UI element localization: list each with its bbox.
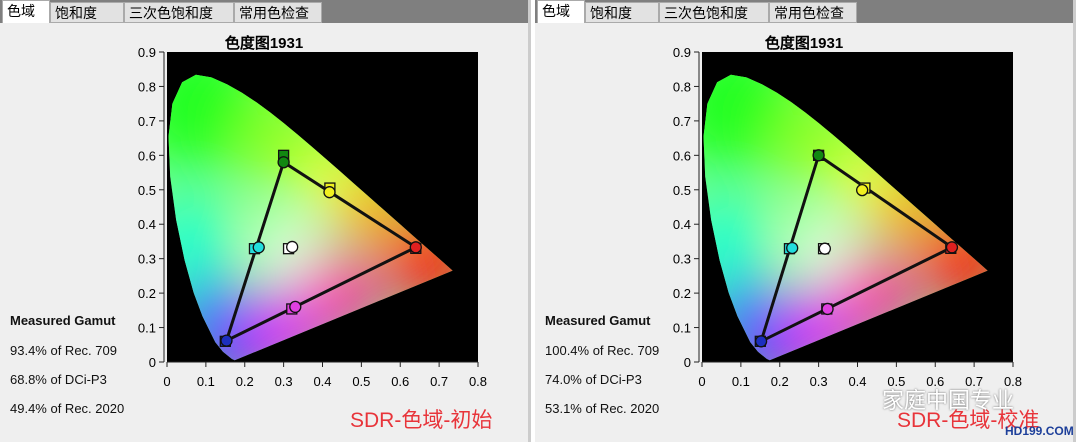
measured-blue-marker [754,335,768,348]
y-tick-label: 0.7 [138,114,156,129]
x-tick-label: 0.5 [352,374,370,389]
y-tick-label: 0.1 [673,321,691,336]
y-tick-label: 0.8 [673,79,691,94]
tab-0[interactable]: 色域 [2,0,50,23]
gamut-line: 93.4% of Rec. 709 [10,343,117,358]
x-tick-label: 0.8 [1004,374,1022,389]
measured-white-marker [818,242,831,255]
y-tick-label: 0.2 [673,286,691,301]
chart-title: 色度图1931 [764,35,844,52]
x-tick-label: 0.4 [848,374,866,389]
x-tick-label: 0.4 [313,374,331,389]
y-tick-label: 0 [149,355,156,370]
tab-2[interactable]: 三次色饱和度 [659,2,769,23]
chromaticity-chart: 0 0.1 0.2 0.3 0.4 0.5 0.6 0.7 0.8 0 0.1 0.2 0.3 0.4 0.… [673,45,1022,389]
measured-cyan-marker [252,241,265,254]
gamut-line: 49.4% of Rec. 2020 [10,401,125,416]
gamut-heading: Measured Gamut [10,313,116,328]
y-tick-label: 0.8 [138,79,156,94]
y-tick-label: 0.6 [138,148,156,163]
watermark-text: 家庭中国专业 [882,388,1015,413]
measured-magenta-marker [289,300,302,314]
y-tick-label: 0.4 [138,217,156,232]
gamut-line: 53.1% of Rec. 2020 [545,401,660,416]
measured-yellow-marker [323,186,336,199]
x-tick-label: 0.2 [236,374,254,389]
chromaticity-chart: 0 0.1 0.2 0.3 0.4 0.5 0.6 0.7 0.8 0 0.1 0.2 0.3 0.4 0.… [138,45,487,389]
y-tick-label: 0.5 [138,183,156,198]
x-tick-label: 0.8 [469,374,487,389]
y-tick-label: 0.9 [673,45,691,60]
chart-title: 色度图1931 [224,35,304,52]
y-tick-label: 0.3 [138,252,156,267]
tab-0[interactable]: 色域 [537,0,585,23]
measured-blue-marker [220,334,233,347]
y-tick-label: 0.1 [138,321,156,336]
x-tick-label: 0.5 [887,374,905,389]
measured-green-marker [277,156,290,169]
gamut-line: 100.4% of Rec. 709 [545,343,660,358]
tab-3[interactable]: 常用色检查 [234,2,322,23]
measured-cyan-marker [786,241,799,255]
x-tick-label: 0.7 [965,374,983,389]
y-tick-label: 0.3 [673,252,691,267]
tab-2[interactable]: 三次色饱和度 [124,2,234,23]
panel-initial: 0 0.1 0.2 0.3 0.4 0.5 0.6 0.7 0.8 0 0.1 0.2 0.3 0.4 0.… [0,0,531,442]
x-tick-label: 0.3 [810,374,828,389]
measured-red-marker [945,241,959,254]
watermark-site: HD199.COM [1005,424,1074,438]
y-tick-label: 0.2 [138,286,156,301]
y-tick-label: 0.9 [138,45,156,60]
x-tick-label: 0.1 [197,374,215,389]
y-tick-label: 0.5 [673,183,691,198]
caption: SDR-色域-初始 [350,409,493,432]
gamut-heading: Measured Gamut [545,313,651,328]
measured-green-marker [812,149,825,162]
measured-white-marker [286,240,299,254]
x-tick-label: 0.7 [430,374,448,389]
gamut-line: 68.8% of DCi-P3 [10,372,107,387]
measured-red-marker [409,241,422,254]
tab-3[interactable]: 常用色检查 [769,2,857,23]
tab-1[interactable]: 饱和度 [585,2,659,23]
x-tick-label: 0.1 [732,374,750,389]
gamut-line: 74.0% of DCi-P3 [545,372,642,387]
x-tick-label: 0.2 [771,374,789,389]
measured-magenta-marker [821,302,834,316]
x-tick-label: 0.6 [391,374,409,389]
x-tick-label: 0 [163,374,170,389]
tab-1[interactable]: 饱和度 [50,2,124,23]
y-tick-label: 0.6 [673,148,691,163]
y-tick-label: 0 [684,355,691,370]
y-tick-label: 0.4 [673,217,691,232]
y-tick-label: 0.7 [673,114,691,129]
x-tick-label: 0.6 [926,374,944,389]
spectral-locus [168,74,453,361]
x-tick-label: 0.3 [275,374,293,389]
panel-calibrated: 0 0.1 0.2 0.3 0.4 0.5 0.6 0.7 0.8 0 0.1 0.2 0.3 0.4 0.… [535,0,1076,442]
measured-yellow-marker [856,183,869,197]
caption: SDR-色域-校准 [897,409,1040,432]
x-tick-label: 0 [698,374,705,389]
